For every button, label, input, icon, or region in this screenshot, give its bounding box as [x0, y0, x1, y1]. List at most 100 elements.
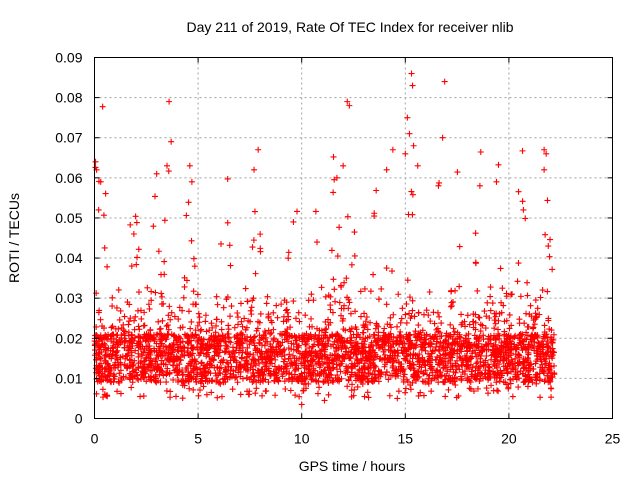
data-point: [332, 298, 339, 305]
data-point: [486, 364, 493, 371]
data-point: [137, 359, 144, 366]
data-point: [519, 331, 526, 338]
data-point: [397, 319, 404, 326]
data-point: [532, 331, 539, 338]
data-point: [352, 371, 359, 378]
data-point: [459, 356, 466, 363]
data-point: [453, 394, 460, 401]
data-point-notable: [166, 98, 173, 105]
data-point: [234, 379, 241, 386]
data-point: [417, 336, 424, 343]
data-point: [179, 324, 186, 331]
data-point: [507, 338, 514, 345]
y-tick-label: 0.03: [55, 290, 82, 306]
data-point: [242, 349, 249, 356]
data-point: [189, 331, 196, 338]
data-point: [285, 338, 292, 345]
data-point: [273, 346, 280, 353]
data-point: [244, 333, 251, 340]
data-point: [186, 375, 193, 382]
data-point: [279, 339, 286, 346]
data-point: [95, 369, 102, 376]
data-point: [392, 370, 399, 377]
data-point: [415, 392, 422, 399]
data-point: [314, 390, 321, 397]
data-point: [242, 326, 249, 333]
data-point: [381, 325, 388, 332]
data-point: [394, 395, 401, 402]
data-point: [458, 373, 465, 380]
data-point: [542, 231, 549, 238]
data-point: [550, 349, 557, 356]
data-point: [276, 365, 283, 372]
data-point: [126, 357, 133, 364]
data-point: [300, 387, 307, 394]
data-point: [507, 359, 514, 366]
data-point: [289, 378, 296, 385]
data-point: [370, 346, 377, 353]
data-point: [127, 339, 134, 346]
data-point: [175, 348, 182, 355]
data-point: [140, 358, 147, 365]
data-point: [265, 379, 272, 386]
data-point: [375, 345, 382, 352]
data-point: [281, 378, 288, 385]
data-point: [301, 352, 308, 359]
data-point: [99, 103, 106, 110]
data-point-notable: [128, 263, 135, 270]
data-point: [490, 368, 497, 375]
data-point: [471, 347, 478, 354]
data-point: [457, 346, 464, 353]
data-point: [509, 291, 516, 298]
data-point: [293, 347, 300, 354]
data-point: [168, 309, 175, 316]
data-point: [287, 324, 294, 331]
data-point: [264, 293, 271, 300]
data-point: [153, 379, 160, 386]
data-point: [442, 393, 449, 400]
data-point: [161, 258, 168, 265]
data-point: [407, 315, 414, 322]
data-point: [382, 371, 389, 378]
data-point: [523, 310, 530, 317]
data-point: [218, 357, 225, 364]
data-point: [197, 343, 204, 350]
data-point: [307, 357, 314, 364]
data-point: [547, 334, 554, 341]
data-point: [390, 341, 397, 348]
data-point: [214, 301, 221, 308]
data-point: [218, 326, 225, 333]
data-point: [223, 359, 230, 366]
data-point: [167, 316, 174, 323]
data-point-notable: [153, 170, 160, 177]
data-point: [322, 326, 329, 333]
data-point: [395, 366, 402, 373]
data-point: [381, 339, 388, 346]
data-point: [348, 261, 355, 268]
data-point: [135, 289, 142, 296]
data-point: [135, 353, 142, 360]
data-point: [318, 284, 325, 291]
data-point: [527, 302, 534, 309]
data-point: [271, 335, 278, 342]
data-point-notable: [409, 82, 416, 89]
data-point: [213, 316, 220, 323]
data-point: [458, 321, 465, 328]
data-point: [160, 372, 167, 379]
data-point: [467, 386, 474, 393]
data-point: [184, 335, 191, 342]
data-point: [176, 361, 183, 368]
data-point: [287, 387, 294, 394]
data-point: [530, 317, 537, 324]
data-point: [126, 301, 133, 308]
data-point: [141, 374, 148, 381]
data-point: [375, 329, 382, 336]
data-point: [135, 376, 142, 383]
y-tick-label: 0: [75, 411, 83, 427]
data-point: [295, 342, 302, 349]
data-point: [450, 339, 457, 346]
data-point: [313, 353, 320, 360]
data-point: [496, 332, 503, 339]
data-point-notable: [255, 146, 262, 153]
